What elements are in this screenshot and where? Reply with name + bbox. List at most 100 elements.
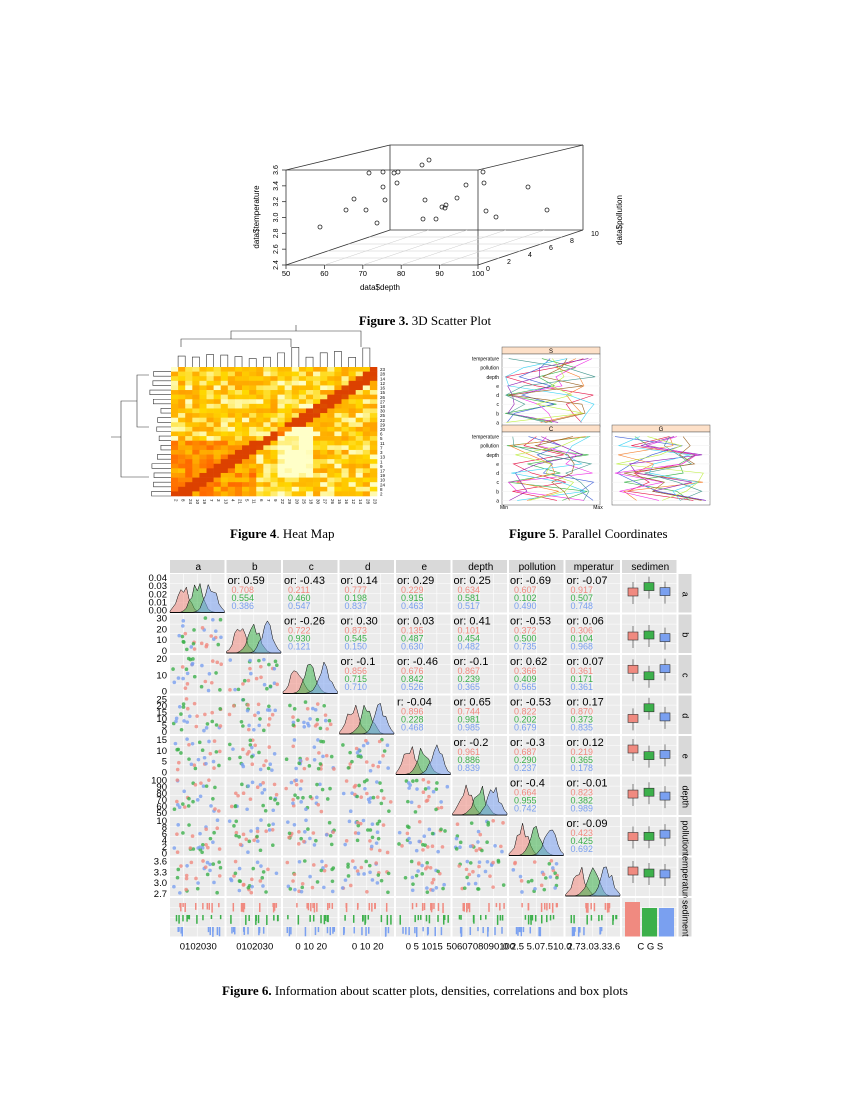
heatmap-cell — [206, 408, 214, 414]
scatter-point — [443, 829, 447, 833]
scatter-point — [182, 805, 187, 809]
scatter-point — [181, 702, 186, 706]
heatmap-cell — [199, 367, 207, 372]
group-correlation: 0.777 — [345, 585, 368, 595]
scatter-point — [488, 874, 492, 878]
heatmap-cell — [284, 422, 293, 428]
heatmap-cell — [298, 459, 307, 465]
heatmap-cell — [192, 403, 200, 409]
heatmap-cell — [362, 380, 371, 386]
heatmap-cell — [171, 408, 179, 414]
heatmap-cell — [185, 413, 193, 418]
heatmap-cell — [192, 385, 200, 391]
scatter-point — [171, 721, 176, 726]
heatmap-cell — [298, 468, 307, 474]
scatter-point — [212, 880, 216, 885]
scatter-point — [205, 872, 210, 877]
hist-bar — [540, 903, 543, 912]
group-correlation: 0.382 — [571, 796, 594, 806]
correlation-label: or: -0.07 — [567, 575, 608, 587]
scatter-point — [315, 717, 320, 722]
x-tick-label: 70 — [359, 269, 367, 278]
heatmap-cell — [242, 371, 250, 377]
correlation-label: or: 0.41 — [454, 616, 491, 628]
heatmap-cell — [227, 445, 236, 451]
heatmap-cell — [348, 431, 356, 437]
scatter-point — [321, 754, 325, 759]
scatter-point — [250, 884, 254, 889]
heatmap-cell — [213, 459, 222, 465]
group-correlation: 0.463 — [401, 601, 424, 611]
heatmap-cell — [171, 440, 179, 446]
heatmap-cell — [171, 367, 179, 372]
heatmap-cell — [171, 390, 179, 395]
heatmap-cell — [178, 390, 186, 395]
heatmap-cell — [284, 477, 293, 483]
scatter-point — [239, 720, 244, 724]
group-correlation: 0.930 — [288, 634, 311, 644]
figure-5-parallel-coordinates: StemperaturepollutiondepthedcbaCtemperat… — [472, 346, 711, 511]
scatter-point — [214, 723, 219, 727]
row-strip — [678, 898, 692, 937]
correlation-label: or: 0.29 — [397, 575, 434, 587]
heatmap-cell — [192, 459, 200, 465]
heatmap-cell — [341, 445, 349, 451]
hist-bar — [473, 915, 475, 924]
heatmap-cell — [220, 422, 229, 428]
scatter-point — [318, 762, 323, 766]
heatmap-cell — [185, 454, 193, 460]
heatmap-cell — [192, 472, 200, 478]
group-correlation: 0.211 — [288, 585, 310, 595]
heatmap-cell — [249, 422, 257, 428]
hist-bar — [433, 903, 435, 910]
dendrogram-branch — [156, 426, 171, 432]
heatmap-cell — [185, 394, 193, 400]
heatmap-cell — [178, 367, 186, 372]
heatmap-cell — [178, 482, 186, 488]
scatter-point — [411, 779, 415, 783]
scatter-point — [259, 675, 263, 680]
hist-bar — [414, 927, 416, 934]
heatmap-cell — [348, 367, 356, 372]
heatmap-cell — [362, 422, 371, 428]
hist-bar — [420, 915, 422, 920]
data-point — [481, 180, 487, 186]
scatter-point — [247, 839, 252, 844]
hist-bar — [411, 903, 414, 910]
scatter-point — [417, 839, 421, 844]
heatmap-cell — [305, 380, 314, 386]
heatmap-cell — [178, 431, 186, 437]
heatmap-cell — [185, 399, 193, 405]
heatmap-cell — [362, 413, 371, 418]
scatter-point — [343, 842, 347, 847]
heatmap-cell — [334, 399, 342, 405]
heatmap-cell — [199, 449, 207, 455]
heatmap-cell — [348, 454, 356, 460]
hist-bar — [538, 927, 540, 937]
heatmap-cell — [178, 371, 186, 377]
heatmap-cell — [199, 454, 207, 460]
col-label: 3 — [216, 499, 221, 502]
hist-bar — [551, 903, 554, 913]
scatter-point — [254, 676, 259, 681]
scatter-point — [267, 717, 272, 721]
heatmap-cell — [171, 477, 179, 483]
dendrogram-branch — [206, 354, 214, 367]
heatmap-cell — [313, 431, 321, 437]
hist-bar — [552, 915, 555, 920]
heatmap-cell — [227, 431, 236, 437]
hist-bar — [462, 903, 464, 912]
box — [659, 712, 671, 722]
scatter-point — [256, 710, 261, 715]
heatmap-cell — [270, 463, 278, 469]
scatter-point — [227, 712, 232, 717]
heatmap-cell — [355, 408, 364, 414]
heatmap-cell — [213, 431, 222, 437]
figure-4-caption: Figure 4. Heat Map — [230, 526, 350, 542]
heatmap-cell — [362, 472, 371, 478]
heatmap-cell — [305, 459, 314, 465]
x-tick-label: 90 — [435, 269, 443, 278]
scatter-point — [347, 819, 352, 824]
scatter-point — [350, 791, 354, 795]
scatter-point — [299, 889, 304, 894]
